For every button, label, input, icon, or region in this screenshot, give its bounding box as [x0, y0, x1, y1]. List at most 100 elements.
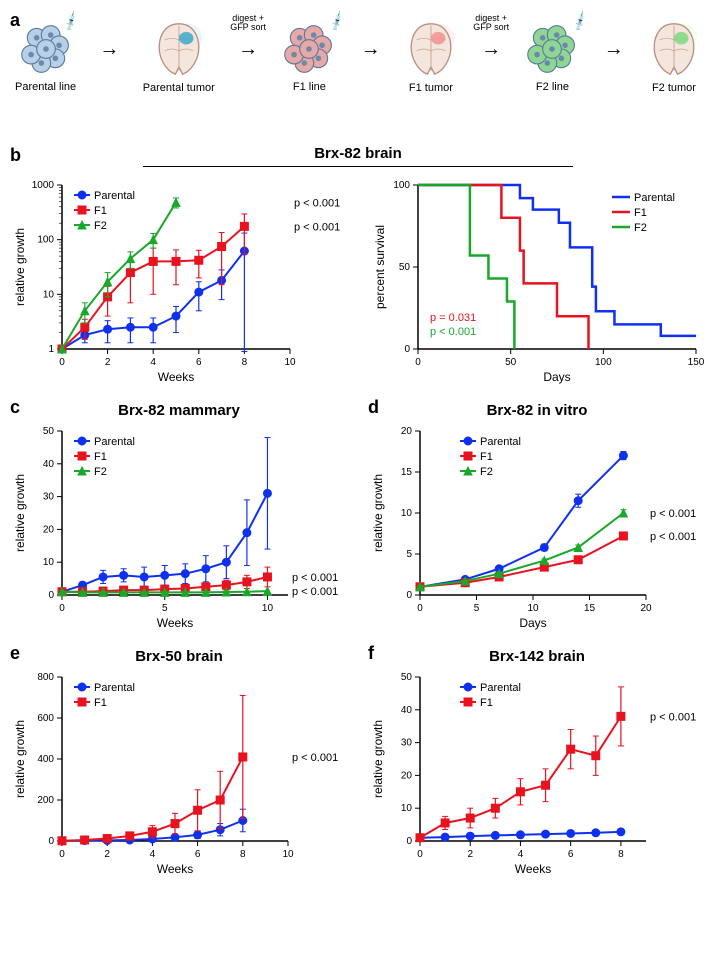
svg-text:Weeks: Weeks — [158, 370, 194, 384]
arrow-icon: → — [99, 38, 119, 61]
svg-text:p < 0.001: p < 0.001 — [650, 711, 696, 723]
svg-text:F2: F2 — [94, 220, 107, 232]
svg-text:5: 5 — [474, 603, 480, 614]
svg-text:1000: 1000 — [32, 180, 55, 191]
svg-text:F1: F1 — [480, 451, 493, 463]
svg-text:F1: F1 — [94, 205, 107, 217]
svg-text:50: 50 — [505, 357, 517, 368]
panel-d-chart: Brx-82 in vitro 0510152005101520Daysrela… — [368, 402, 706, 633]
svg-text:F2: F2 — [480, 466, 493, 478]
panel-f-title: Brx-142 brain — [368, 648, 706, 665]
svg-text:p < 0.001: p < 0.001 — [294, 221, 340, 233]
svg-text:6: 6 — [568, 849, 574, 860]
svg-text:0: 0 — [48, 590, 54, 601]
svg-text:4: 4 — [150, 357, 156, 368]
svg-text:relative growth: relative growth — [371, 720, 385, 798]
svg-text:4: 4 — [518, 849, 524, 860]
svg-text:20: 20 — [401, 426, 413, 437]
panel-b-title: Brx-82 brain — [10, 145, 706, 162]
svg-text:800: 800 — [37, 672, 54, 683]
svg-text:2: 2 — [105, 357, 111, 368]
svg-text:10: 10 — [43, 289, 55, 300]
svg-text:10: 10 — [401, 803, 413, 814]
panel-b-growth-chart: 02468101101001000Weeksrelative growthp <… — [10, 177, 350, 387]
svg-text:4: 4 — [150, 849, 156, 860]
svg-text:Weeks: Weeks — [157, 862, 193, 876]
svg-text:6: 6 — [195, 849, 201, 860]
schematic-label: F1 tumor — [409, 82, 453, 94]
svg-text:5: 5 — [162, 603, 168, 614]
svg-text:600: 600 — [37, 713, 54, 724]
svg-text:10: 10 — [262, 603, 274, 614]
svg-text:15: 15 — [401, 467, 413, 478]
svg-text:Days: Days — [543, 370, 570, 384]
svg-text:50: 50 — [399, 262, 411, 273]
svg-text:relative growth: relative growth — [13, 720, 27, 798]
svg-text:p < 0.001: p < 0.001 — [650, 508, 696, 520]
svg-text:100: 100 — [595, 357, 612, 368]
svg-text:50: 50 — [401, 672, 413, 683]
panel-a-schematic: Parental line💉→Parental tumor→digest + G… — [10, 10, 706, 140]
svg-text:10: 10 — [282, 849, 294, 860]
svg-text:10: 10 — [43, 557, 55, 568]
brain-icon: Parental tumor — [143, 20, 215, 94]
brain-icon: F1 tumor — [404, 20, 458, 94]
arrow-icon: → — [604, 38, 624, 61]
cells-icon: Parental line💉 — [15, 21, 76, 93]
cells-icon: F2 line💉 — [524, 21, 580, 93]
arrow-icon: →digest + GFP sort — [238, 38, 258, 61]
svg-text:20: 20 — [401, 770, 413, 781]
svg-text:F2: F2 — [634, 222, 647, 234]
panel-b-survival-chart: 050100150050100Dayspercent survivalp = 0… — [370, 177, 706, 387]
svg-text:Days: Days — [519, 616, 546, 630]
svg-text:10: 10 — [527, 603, 539, 614]
svg-text:relative growth: relative growth — [13, 474, 27, 552]
svg-text:10: 10 — [284, 357, 296, 368]
svg-text:percent survival: percent survival — [373, 225, 387, 309]
svg-text:Parental: Parental — [94, 682, 135, 694]
svg-text:Parental: Parental — [480, 436, 521, 448]
svg-text:F1: F1 — [94, 697, 107, 709]
panel-b-rule — [143, 166, 573, 167]
schematic-label: F2 tumor — [652, 82, 696, 94]
brain-icon: F2 tumor — [647, 20, 701, 94]
svg-text:40: 40 — [401, 705, 413, 716]
svg-text:F2: F2 — [94, 466, 107, 478]
svg-text:p = 0.031: p = 0.031 — [430, 312, 476, 324]
svg-text:Parental: Parental — [94, 436, 135, 448]
arrow-label: digest + GFP sort — [461, 14, 521, 34]
panel-e-title: Brx-50 brain — [10, 648, 348, 665]
svg-text:8: 8 — [242, 357, 248, 368]
svg-text:p < 0.001: p < 0.001 — [292, 572, 338, 584]
svg-text:0: 0 — [59, 849, 65, 860]
svg-text:15: 15 — [584, 603, 596, 614]
cells-icon: F1 line💉 — [281, 21, 337, 93]
svg-text:Parental: Parental — [634, 192, 675, 204]
arrow-label: digest + GFP sort — [218, 14, 278, 34]
svg-text:Parental: Parental — [480, 682, 521, 694]
svg-text:150: 150 — [688, 357, 705, 368]
arrow-icon: → — [361, 38, 381, 61]
svg-text:Weeks: Weeks — [515, 862, 551, 876]
svg-text:5: 5 — [406, 549, 412, 560]
svg-text:10: 10 — [401, 508, 413, 519]
figure-container: a Parental line💉→Parental tumor→digest +… — [10, 10, 706, 879]
svg-text:50: 50 — [43, 426, 55, 437]
panel-e-chart: Brx-50 brain 02468100200400600800Weeksre… — [10, 648, 348, 879]
svg-text:30: 30 — [43, 492, 55, 503]
svg-text:p < 0.001: p < 0.001 — [292, 586, 338, 598]
svg-text:100: 100 — [37, 235, 54, 246]
schematic-label: Parental line — [15, 81, 76, 93]
svg-text:20: 20 — [640, 603, 652, 614]
panel-c-chart: Brx-82 mammary 051001020304050Weeksrelat… — [10, 402, 348, 633]
svg-text:relative growth: relative growth — [13, 228, 27, 306]
svg-text:0: 0 — [417, 849, 423, 860]
svg-text:100: 100 — [393, 180, 410, 191]
svg-text:1: 1 — [48, 344, 54, 355]
svg-text:p < 0.001: p < 0.001 — [430, 326, 476, 338]
svg-text:0: 0 — [59, 357, 65, 368]
svg-text:20: 20 — [43, 524, 55, 535]
svg-text:8: 8 — [240, 849, 246, 860]
svg-text:F1: F1 — [480, 697, 493, 709]
svg-text:0: 0 — [406, 836, 412, 847]
